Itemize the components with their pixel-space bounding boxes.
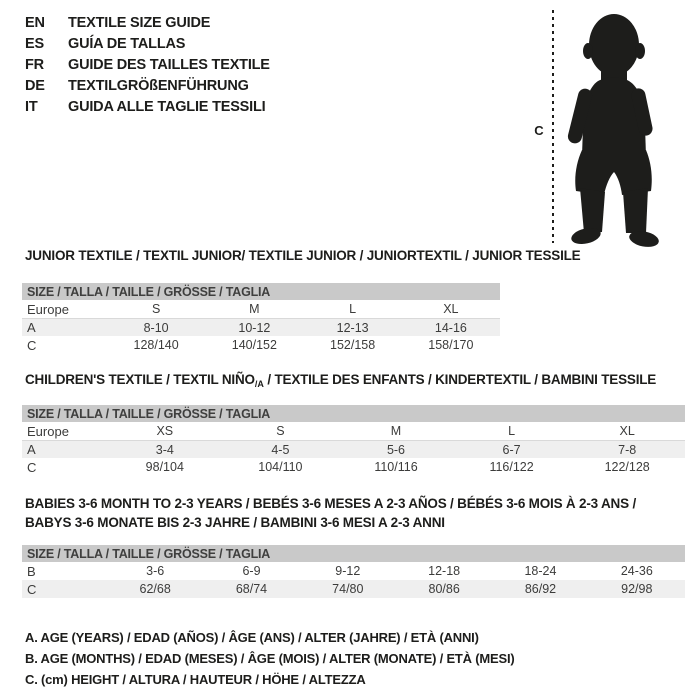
junior-size-table: SIZE / TALLA / TAILLE / GRÖSSE / TAGLIA …	[22, 283, 500, 354]
babies-title-line-1: BABIES 3-6 MONTH TO 2-3 YEARS / BEBÉS 3-…	[25, 496, 636, 511]
cell: XL	[619, 424, 635, 438]
table-row-b: B 3-6 6-9 9-12 12-18 18-24 24-36	[22, 562, 685, 580]
cell: 4-5	[271, 442, 290, 457]
cell: 8-10	[143, 320, 169, 335]
cell: 9-12	[335, 564, 361, 578]
language-label: GUÍA DE TALLAS	[68, 36, 186, 52]
language-code: FR	[25, 57, 44, 73]
cell: M	[390, 424, 402, 438]
cell: 3-6	[146, 564, 165, 578]
cell: 6-9	[242, 564, 261, 578]
cell: S	[276, 424, 285, 438]
footnote-a: A. AGE (YEARS) / EDAD (AÑOS) / ÂGE (ANS)…	[25, 630, 479, 645]
size-table-header: SIZE / TALLA / TAILLE / GRÖSSE / TAGLIA	[22, 545, 685, 562]
language-label: TEXTILE SIZE GUIDE	[68, 15, 211, 31]
cell: 128/140	[133, 338, 179, 352]
babies-size-table: SIZE / TALLA / TAILLE / GRÖSSE / TAGLIA …	[22, 545, 685, 598]
row-label: A	[27, 320, 36, 335]
cell: 12-18	[428, 564, 461, 578]
table-row-a: A 3-4 4-5 5-6 6-7 7-8	[22, 440, 685, 458]
children-title-after: / TEXTILE DES ENFANTS / KINDERTEXTIL / B…	[263, 372, 657, 387]
cell: 14-16	[434, 320, 467, 335]
language-code: ES	[25, 36, 44, 52]
cell: 62/68	[139, 582, 171, 596]
cell: 158/170	[428, 338, 474, 352]
table-row-c: C 62/68 68/74 74/80 80/86 86/92 92/98	[22, 580, 685, 598]
footnote-b: B. AGE (MONTHS) / EDAD (MESES) / ÂGE (MO…	[25, 651, 515, 666]
language-code: IT	[25, 99, 38, 115]
table-row-c: C 128/140 140/152 152/158 158/170	[22, 336, 500, 354]
cell: S	[151, 302, 161, 316]
row-label: B	[27, 563, 36, 579]
language-label: GUIDE DES TAILLES TEXTILE	[68, 57, 270, 73]
cell: 104/110	[258, 460, 303, 474]
language-label: TEXTILGRÖßENFÜHRUNG	[68, 78, 249, 94]
children-size-table: SIZE / TALLA / TAILLE / GRÖSSE / TAGLIA …	[22, 405, 685, 476]
footnotes: A. AGE (YEARS) / EDAD (AÑOS) / ÂGE (ANS)…	[25, 627, 515, 690]
cell: 18-24	[524, 564, 557, 578]
footnote-c: C. (cm) HEIGHT / ALTURA / HAUTEUR / HÖHE…	[25, 672, 366, 687]
babies-title-line-2: BABYS 3-6 MONATE BIS 2-3 JAHRE / BAMBINI…	[25, 514, 445, 530]
babies-section-title: BABIES 3-6 MONTH TO 2-3 YEARS / BEBÉS 3-…	[25, 495, 636, 532]
cell: 5-6	[386, 442, 406, 457]
language-row-fr: FR GUIDE DES TAILLES TEXTILE	[25, 55, 270, 76]
cell: XL	[443, 302, 459, 316]
language-code: DE	[25, 78, 45, 94]
language-label: GUIDA ALLE TAGLIE TESSILI	[68, 99, 266, 115]
cell: 110/116	[374, 460, 418, 474]
cell: 24-36	[620, 564, 653, 578]
language-code: EN	[25, 15, 45, 31]
cell: 122/128	[604, 460, 650, 474]
row-label: C	[27, 459, 37, 475]
row-label: Europe	[27, 301, 69, 317]
junior-section-title: JUNIOR TEXTILE / TEXTIL JUNIOR/ TEXTILE …	[25, 248, 581, 263]
cell: M	[249, 302, 260, 316]
row-label: A	[27, 442, 36, 457]
table-row-c: C 98/104 104/110 110/116 116/122 122/128	[22, 458, 685, 476]
toddler-silhouette-icon	[567, 14, 659, 247]
cell: 80/86	[428, 582, 460, 596]
cell: 92/98	[621, 582, 653, 596]
size-table-header: SIZE / TALLA / TAILLE / GRÖSSE / TAGLIA	[22, 405, 685, 422]
cell: 10-12	[238, 320, 271, 335]
height-measure-label: C	[534, 123, 544, 138]
cell: 74/80	[332, 582, 364, 596]
cell: 116/122	[489, 460, 534, 474]
height-measure-dashed-line	[552, 10, 554, 243]
table-row-a: A 8-10 10-12 12-13 14-16	[22, 318, 500, 336]
table-row-europe: Europe XS S M L XL	[22, 422, 685, 440]
language-row-it: IT GUIDA ALLE TAGLIE TESSILI	[25, 97, 270, 118]
children-title-subscript: /A	[254, 379, 264, 389]
language-row-de: DE TEXTILGRÖßENFÜHRUNG	[25, 76, 270, 97]
cell: L	[508, 424, 516, 438]
size-table-header: SIZE / TALLA / TAILLE / GRÖSSE / TAGLIA	[22, 283, 500, 300]
table-row-europe: Europe S M L XL	[22, 300, 500, 318]
row-label: C	[27, 337, 37, 353]
children-title-before: CHILDREN'S TEXTILE / TEXTIL NIÑO	[25, 372, 255, 387]
children-section-title: CHILDREN'S TEXTILE / TEXTIL NIÑO/A / TEX…	[25, 371, 656, 394]
language-row-en: EN TEXTILE SIZE GUIDE	[25, 13, 270, 34]
cell: 98/104	[145, 460, 184, 474]
cell: L	[349, 302, 357, 316]
cell: 7-8	[618, 442, 637, 457]
language-row-es: ES GUÍA DE TALLAS	[25, 34, 270, 55]
cell: XS	[156, 424, 174, 438]
cell: 6-7	[502, 442, 521, 457]
row-label: C	[27, 581, 37, 597]
cell: 68/74	[235, 582, 268, 596]
cell: 140/152	[231, 338, 277, 352]
cell: 12-13	[336, 320, 369, 335]
cell: 3-4	[155, 442, 174, 457]
language-legend: EN TEXTILE SIZE GUIDE ES GUÍA DE TALLAS …	[25, 13, 270, 118]
cell: 86/92	[524, 582, 557, 596]
cell: 152/158	[330, 338, 376, 352]
row-label: Europe	[27, 423, 69, 439]
